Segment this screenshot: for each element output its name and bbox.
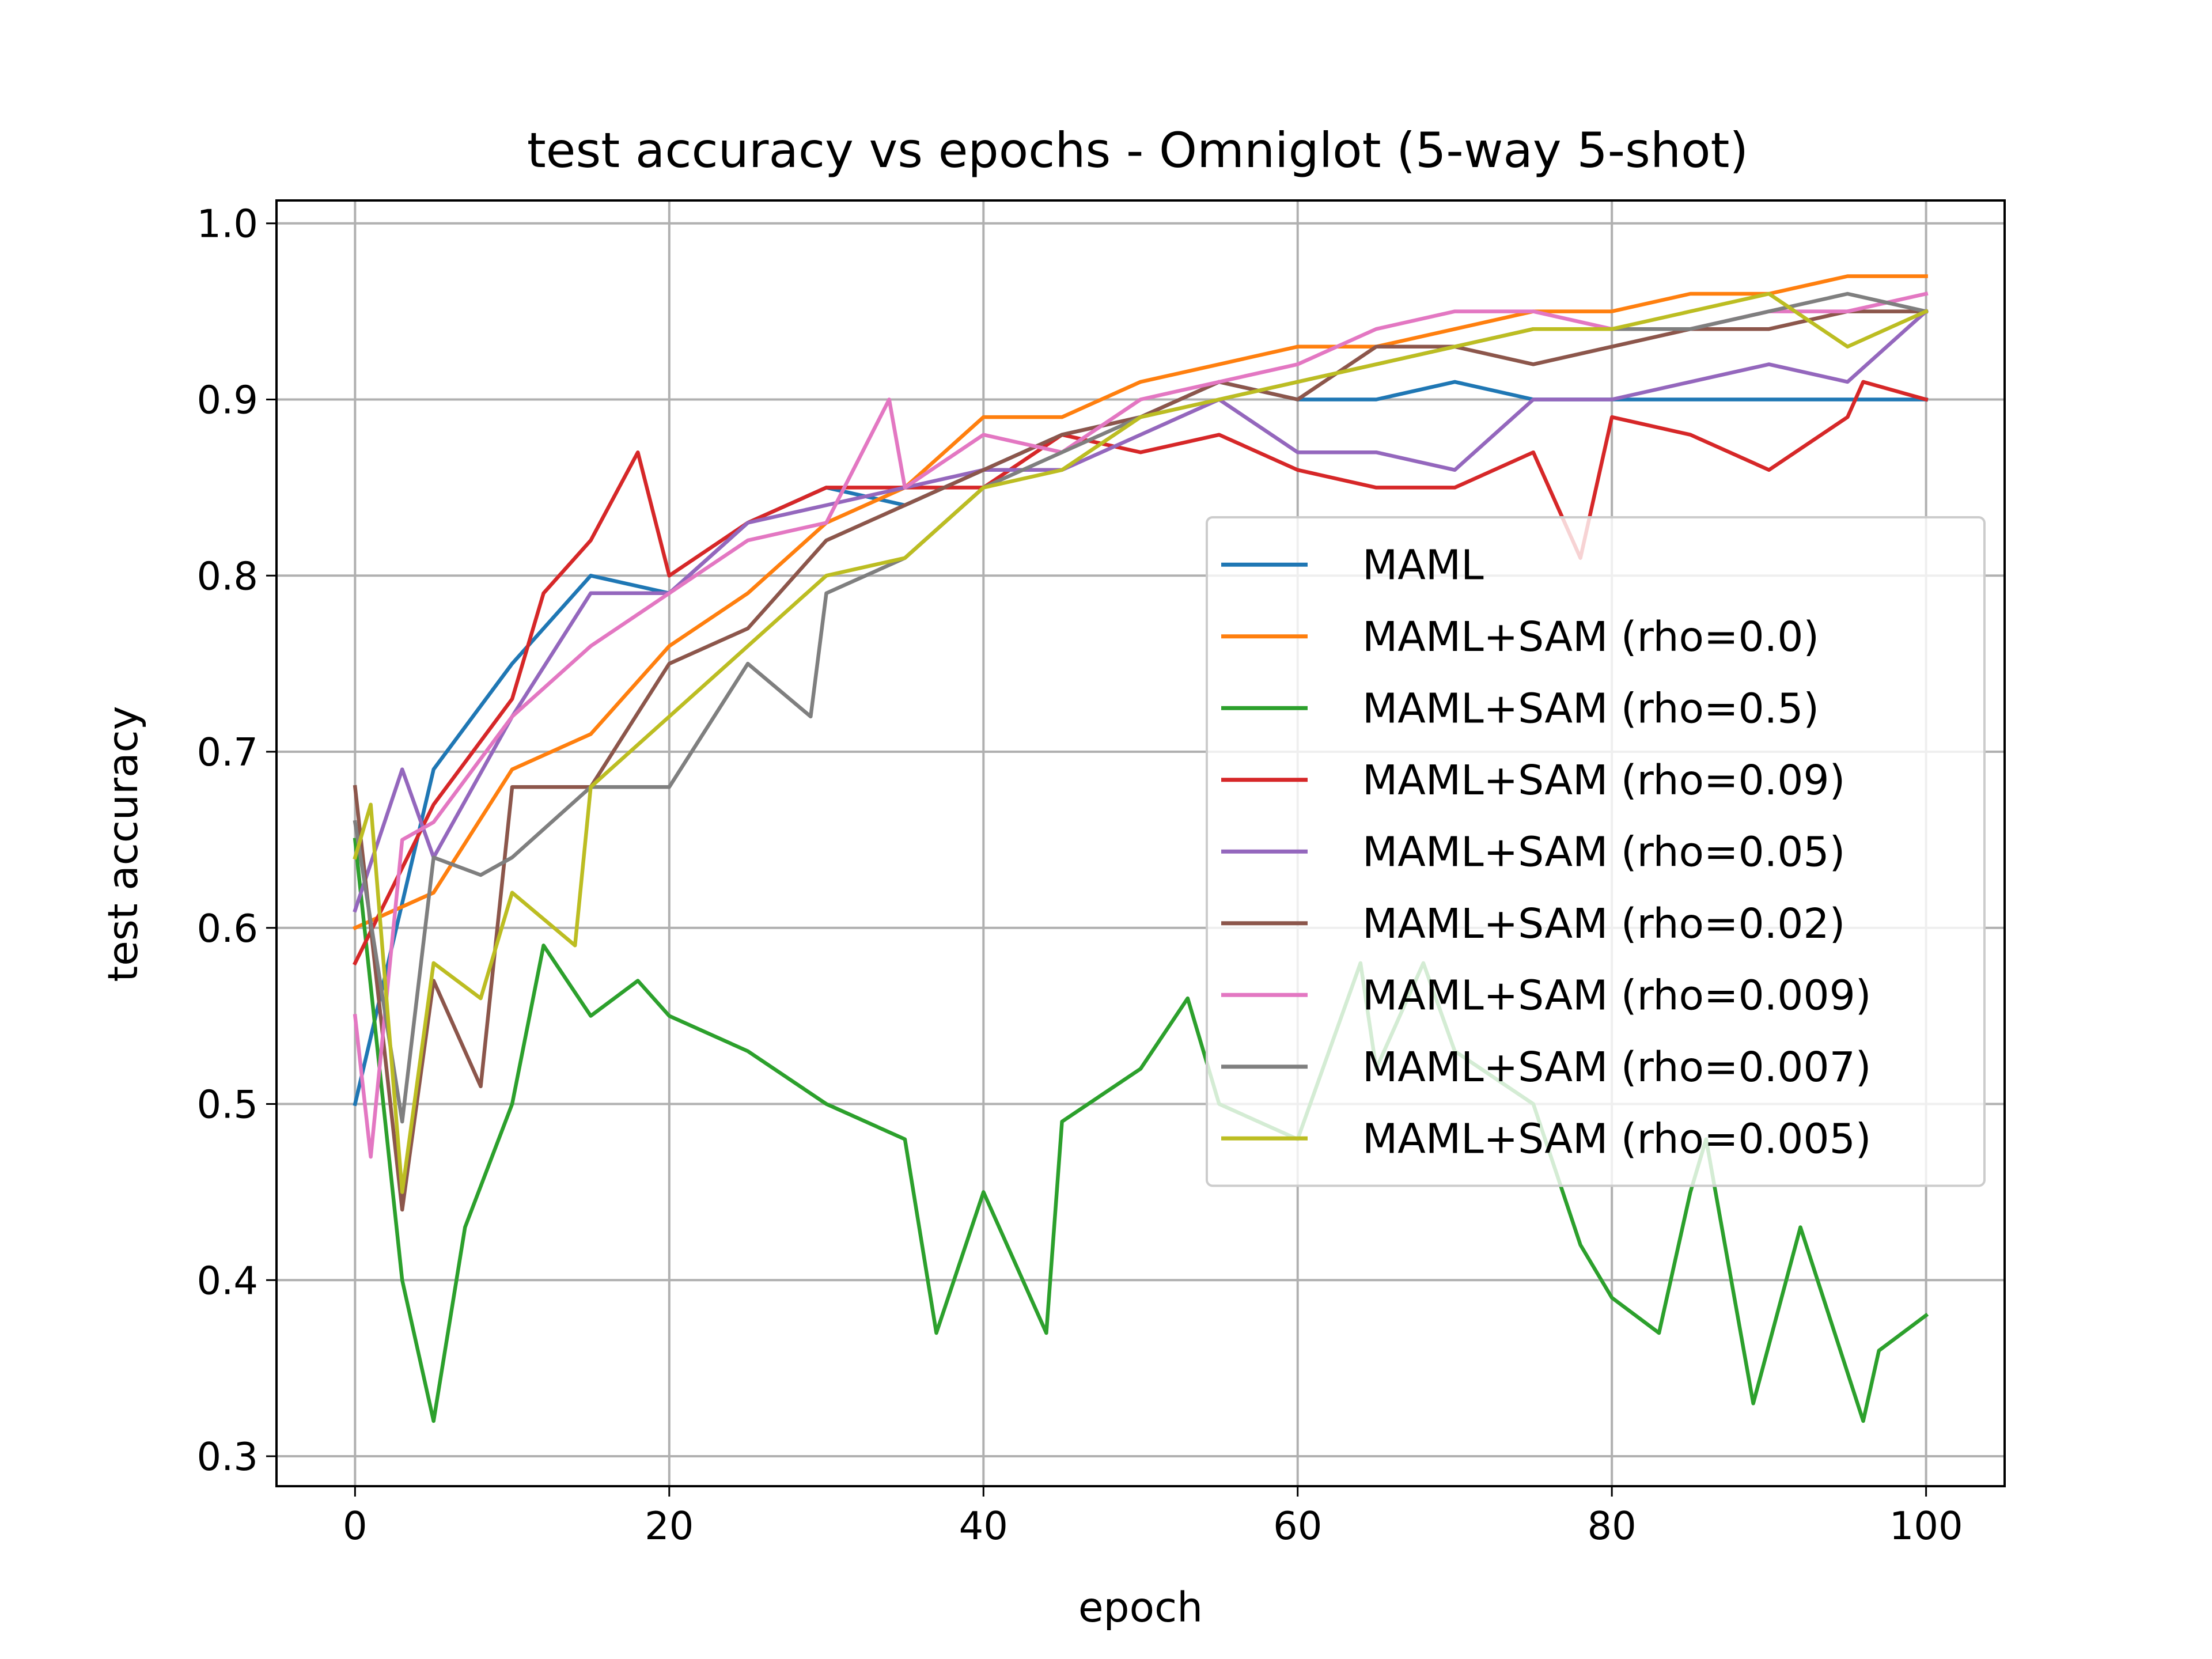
series-line-7 <box>353 291 1929 1124</box>
legend-label: MAML+SAM (rho=0.09) <box>1362 756 1845 804</box>
series-lines <box>353 274 1929 1423</box>
y-tick-label: 0.5 <box>196 1082 258 1127</box>
y-tick-label: 0.7 <box>196 730 258 775</box>
legend-label: MAML+SAM (rho=0.0) <box>1362 613 1819 661</box>
legend-label: MAML <box>1362 541 1484 589</box>
legend-label: MAML+SAM (rho=0.005) <box>1362 1115 1871 1162</box>
series-line-5 <box>353 309 1928 1212</box>
series-line-4 <box>353 309 1929 913</box>
legend-label: MAML+SAM (rho=0.05) <box>1362 828 1845 876</box>
x-tick-label: 80 <box>1588 1503 1637 1548</box>
y-tick-label: 0.9 <box>196 378 258 423</box>
y-tick-label: 1.0 <box>196 202 258 247</box>
chart-title: test accuracy vs epochs - Omniglot (5-wa… <box>527 122 1748 179</box>
legend-label: MAML+SAM (rho=0.007) <box>1362 1043 1871 1091</box>
legend: MAML MAML+SAM (rho=0.0) MAML+SAM (rho=0.5)… <box>1206 516 1986 1187</box>
legend-box <box>1206 516 1986 1187</box>
y-tick-label: 0.3 <box>196 1434 258 1479</box>
x-tick-label: 20 <box>645 1503 694 1548</box>
x-tick-label: 60 <box>1273 1503 1322 1548</box>
plot-frame <box>275 199 2006 1487</box>
y-axis-title: test accuracy <box>99 706 147 982</box>
y-axis: 0.3 0.4 0.5 0.6 0.7 0.8 0.9 1.0 <box>196 202 276 1479</box>
series-line-8 <box>353 291 1929 1194</box>
y-tick-label: 0.4 <box>196 1258 258 1303</box>
series-line-1 <box>353 274 1928 931</box>
series-line-3 <box>353 380 1929 966</box>
legend-label: MAML+SAM (rho=0.5) <box>1362 684 1819 732</box>
y-tick-label: 0.6 <box>196 906 258 951</box>
x-axis-title: epoch <box>1078 1584 1203 1631</box>
legend-label: MAML+SAM (rho=0.02) <box>1362 900 1845 948</box>
x-axis: 0 20 40 60 80 100 <box>343 1486 1963 1548</box>
x-tick-label: 0 <box>343 1503 368 1548</box>
y-tick-label: 0.8 <box>196 554 258 599</box>
x-tick-label: 100 <box>1889 1503 1963 1548</box>
legend-label: MAML+SAM (rho=0.009) <box>1362 971 1871 1019</box>
x-tick-label: 40 <box>959 1503 1008 1548</box>
